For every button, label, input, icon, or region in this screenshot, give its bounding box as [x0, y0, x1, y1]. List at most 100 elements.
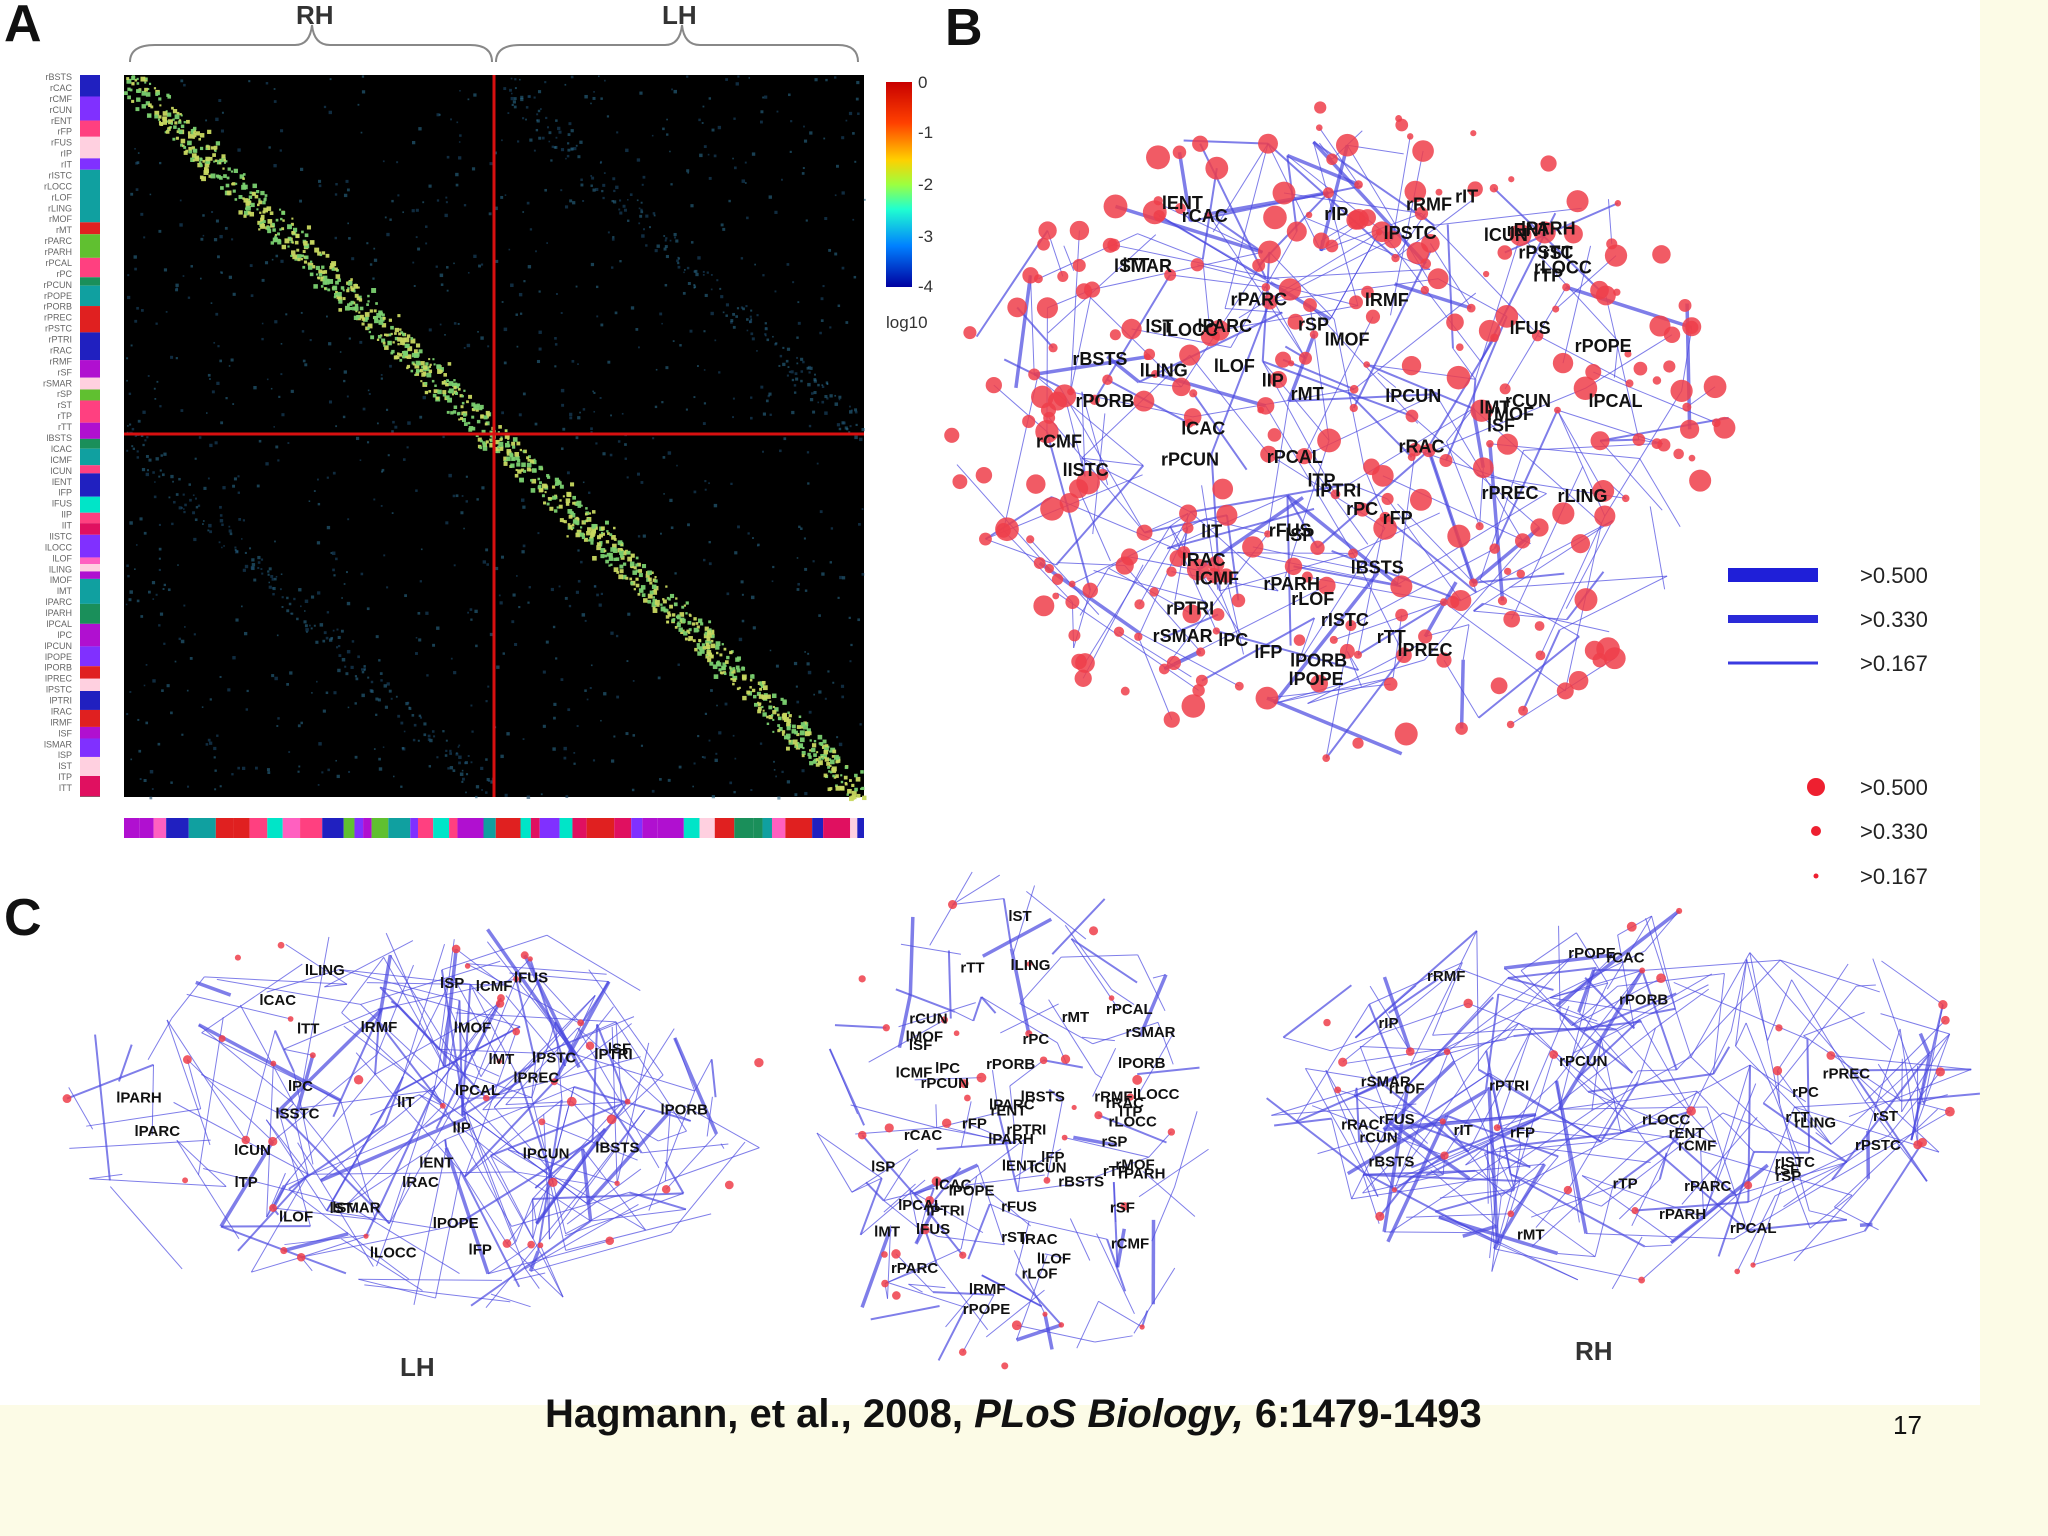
network-node [513, 976, 520, 982]
network-node [1514, 533, 1531, 549]
network-node [1549, 1050, 1559, 1059]
matrix-cell [732, 397, 735, 400]
matrix-cell [353, 315, 359, 321]
matrix-cell [512, 593, 516, 597]
matrix-cell [704, 488, 707, 491]
matrix-cell [572, 495, 577, 500]
network-node [1103, 194, 1128, 219]
matrix-cell [772, 718, 775, 721]
network-edge [1177, 152, 1193, 222]
matrix-cell [487, 345, 490, 348]
strip-segment [734, 818, 754, 838]
matrix-cell [618, 208, 621, 211]
network-edge [1505, 1022, 1520, 1041]
matrix-cell [151, 788, 154, 790]
network-edge [466, 963, 607, 975]
strip-segment [714, 818, 735, 838]
matrix-cell [127, 95, 131, 100]
matrix-cell [666, 596, 670, 600]
network-edge [1405, 1120, 1531, 1169]
matrix-cell [342, 289, 345, 292]
network-edge [1397, 493, 1547, 585]
matrix-cell [310, 627, 313, 630]
network-edge [908, 916, 915, 995]
matrix-cell [809, 397, 814, 402]
matrix-cell [405, 701, 409, 706]
matrix-cell [326, 611, 330, 614]
matrix-cell [347, 518, 350, 521]
matrix-cell [560, 148, 565, 152]
matrix-cell [443, 380, 446, 383]
matrix-cell [335, 274, 341, 279]
region-label: lCUN [234, 1142, 271, 1159]
matrix-cell [424, 390, 429, 395]
matrix-row-label: rLOCC [44, 181, 73, 191]
network-node [1069, 220, 1090, 241]
network-edge [1752, 1187, 1782, 1266]
network-edge [658, 1130, 687, 1142]
network-edge [588, 969, 664, 1076]
matrix-cell [437, 389, 442, 395]
matrix-cell [327, 288, 331, 292]
matrix-cell [756, 691, 761, 696]
matrix-cell [577, 549, 580, 552]
matrix-cell [480, 439, 483, 443]
matrix-cell [640, 201, 643, 204]
matrix-cell [428, 369, 433, 374]
matrix-cell [800, 357, 804, 361]
matrix-cell [330, 636, 334, 640]
matrix-cell [400, 340, 405, 345]
network-node [1065, 595, 1080, 610]
matrix-cell [192, 494, 195, 497]
network-edge [936, 1262, 989, 1331]
network-edge [1900, 1092, 1980, 1102]
network-node [920, 1225, 930, 1235]
matrix-cell [127, 425, 129, 427]
network-node [1375, 1211, 1385, 1221]
matrix-cell [665, 615, 670, 619]
network-edge [936, 1141, 1017, 1151]
network-node [1001, 1362, 1009, 1370]
matrix-cell [141, 467, 146, 472]
matrix-cell [571, 359, 575, 363]
matrix-cell [459, 394, 463, 398]
matrix-cell [486, 777, 490, 782]
network-node [959, 1079, 969, 1088]
region-label: rIP [1378, 1015, 1398, 1032]
network-edge [1274, 676, 1394, 704]
matrix-cell [697, 618, 703, 623]
matrix-cell [790, 120, 793, 123]
network-edge [1138, 311, 1283, 383]
matrix-cell [318, 269, 323, 274]
matrix-cell [641, 183, 644, 186]
region-label: rENT [991, 1103, 1027, 1120]
network-edge [1484, 993, 1500, 1092]
network-node [566, 1096, 577, 1107]
matrix-cell [370, 335, 375, 340]
matrix-cell [354, 675, 358, 678]
matrix-cell [785, 746, 790, 751]
matrix-cell [627, 612, 631, 616]
matrix-cell [198, 161, 202, 164]
matrix-cell [264, 261, 269, 265]
matrix-cell [820, 743, 824, 747]
network-edge [1493, 409, 1559, 550]
matrix-cell [205, 156, 210, 162]
matrix-cell [602, 452, 606, 456]
matrix-cell [736, 668, 741, 673]
network-node [1750, 1262, 1756, 1268]
matrix-cell [519, 78, 521, 81]
matrix-cell [731, 669, 736, 674]
matrix-cell [484, 422, 488, 426]
matrix-cell [512, 445, 516, 449]
matrix-dots [124, 75, 867, 802]
matrix-cell [775, 664, 779, 668]
matrix-cell [520, 97, 524, 102]
network-node [1469, 578, 1478, 588]
network-edge [288, 1124, 386, 1190]
matrix-cell [639, 91, 643, 95]
network-node [1211, 608, 1225, 621]
network-panel-b [944, 101, 1736, 762]
network-node [1475, 522, 1484, 531]
matrix-cell [144, 81, 147, 84]
